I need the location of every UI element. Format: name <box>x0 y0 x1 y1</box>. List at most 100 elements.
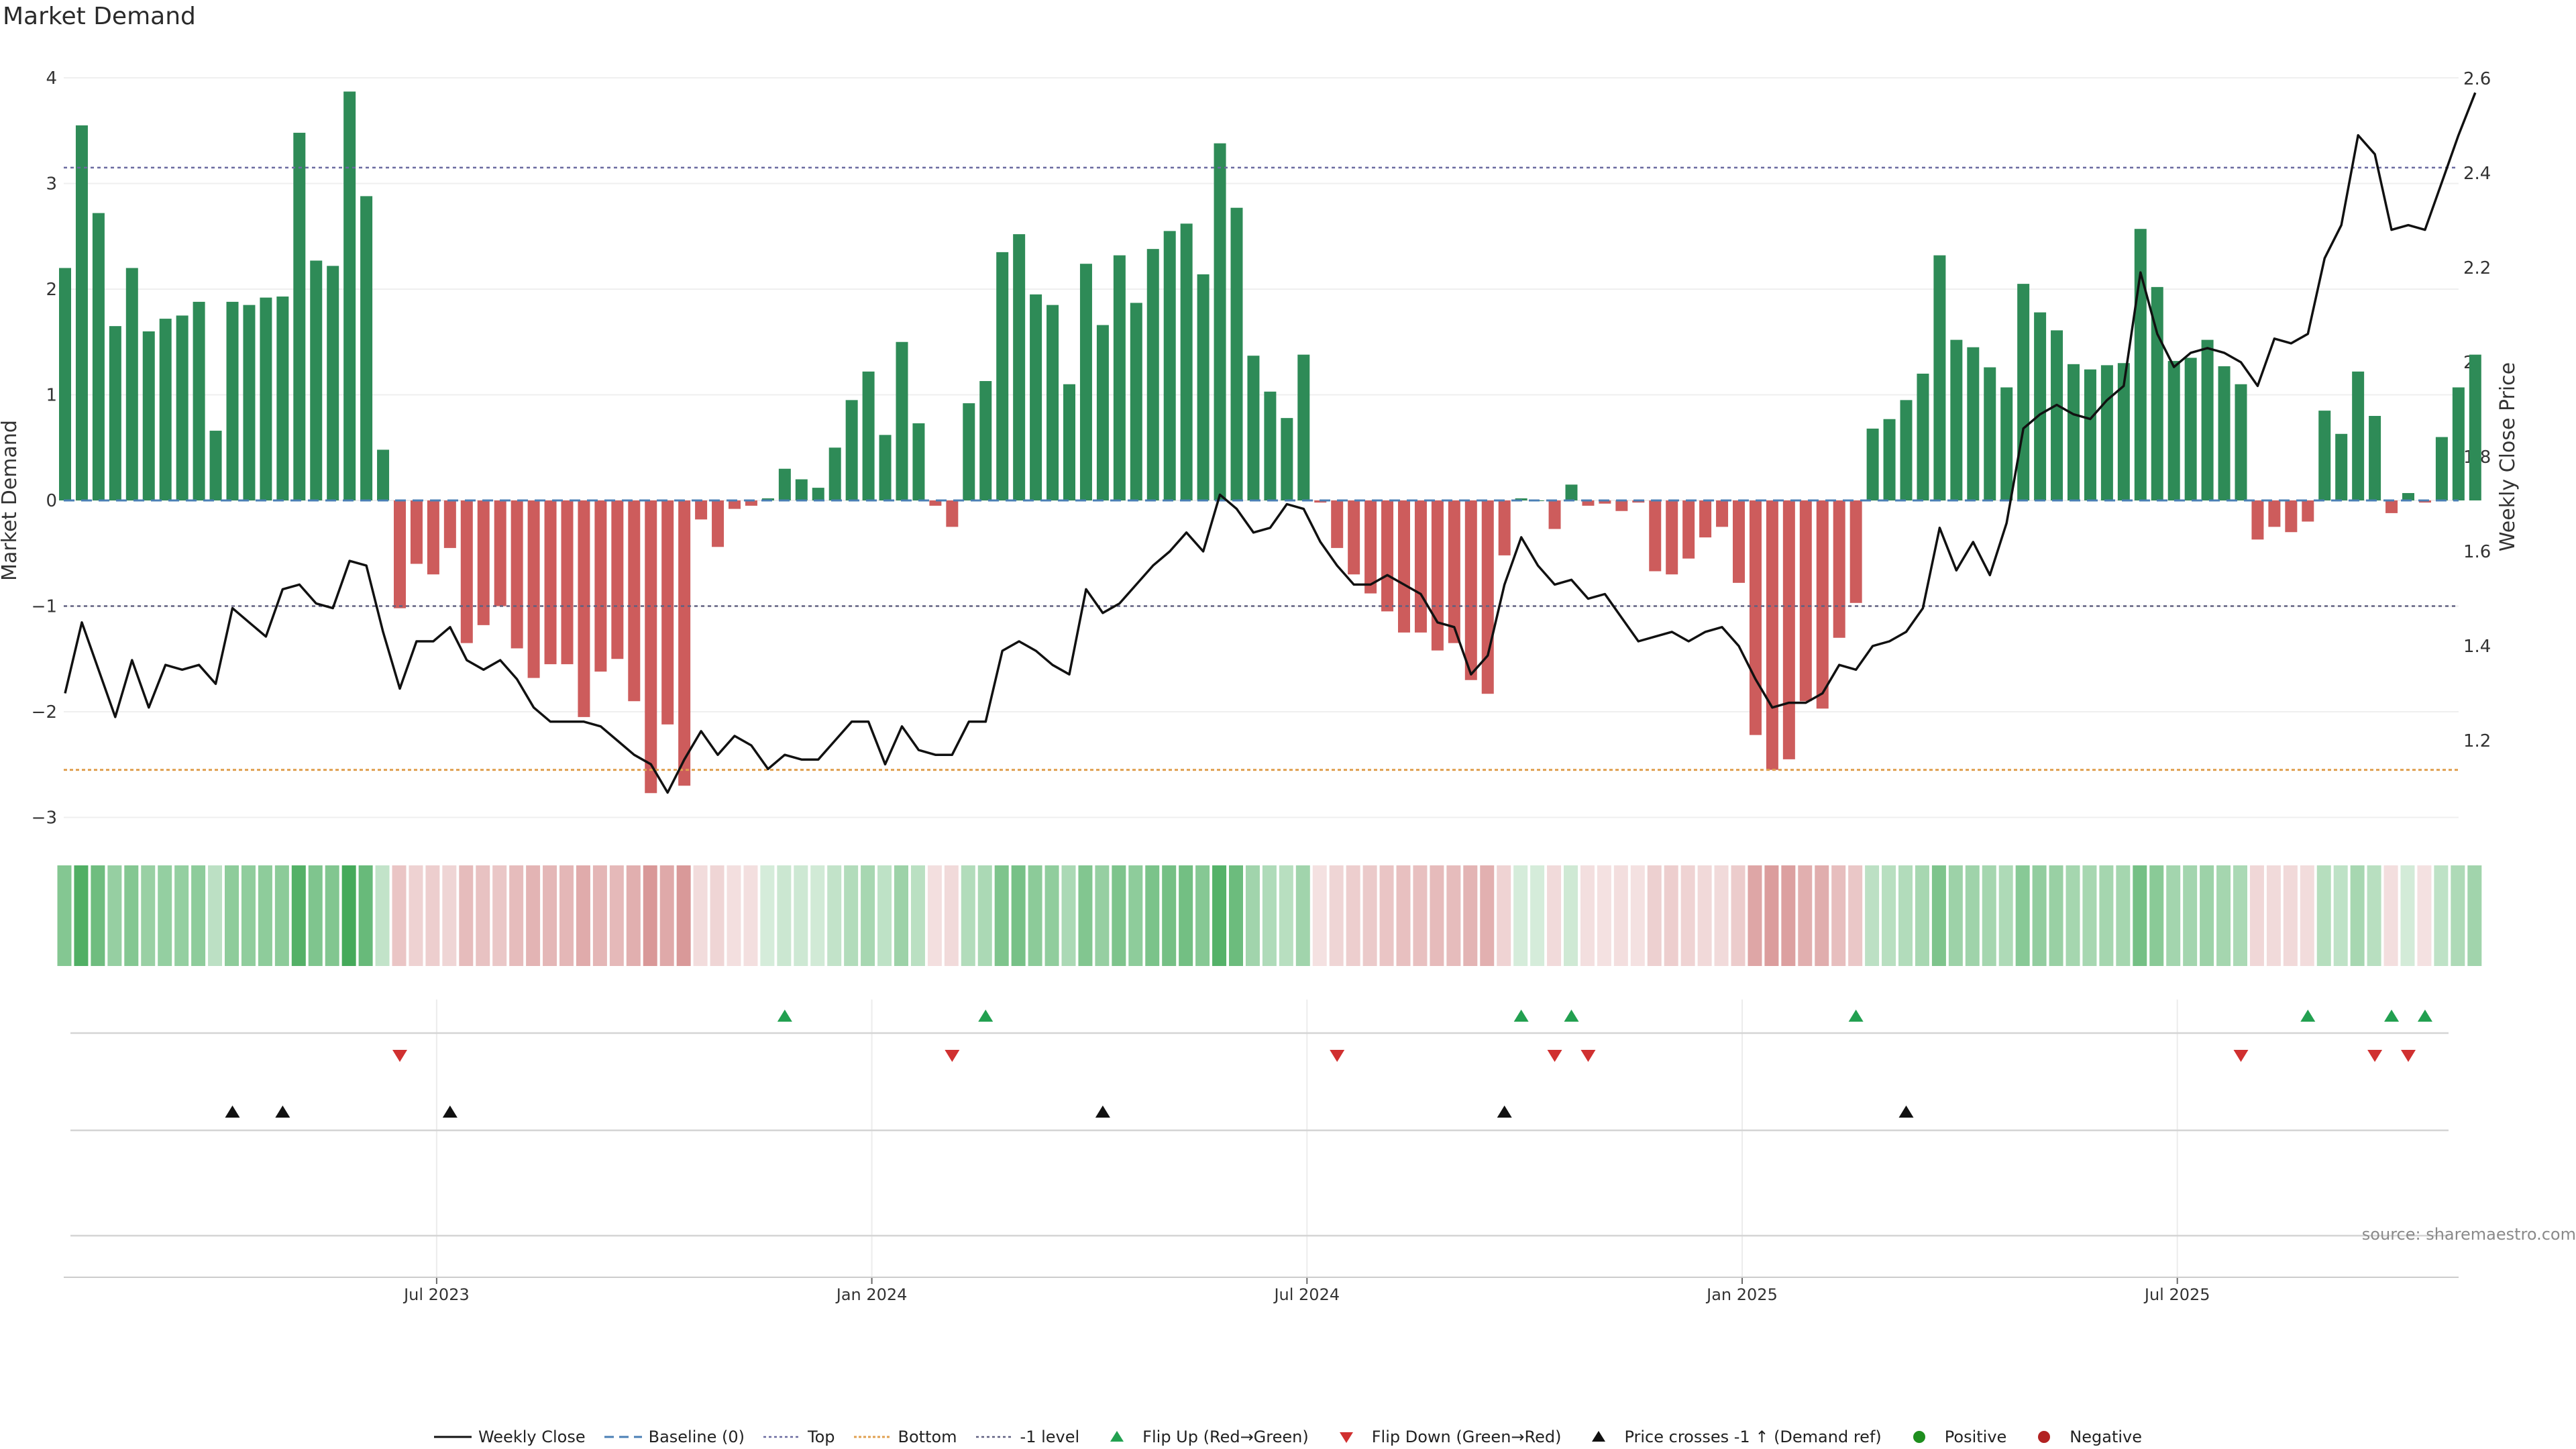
demand-bar <box>1799 500 1812 702</box>
heat-cell <box>2249 865 2264 966</box>
flip-down-marker <box>945 1050 960 1062</box>
demand-bar <box>862 371 875 500</box>
demand-bar <box>1364 500 1377 594</box>
heat-cell <box>1965 865 1980 966</box>
heat-cell <box>57 865 72 966</box>
heat-cell <box>1798 865 1813 966</box>
demand-bar <box>260 297 272 500</box>
heat-cell <box>2166 865 2181 966</box>
heat-cell <box>1815 865 1829 966</box>
heat-cell <box>659 865 674 966</box>
heat-cell <box>425 865 440 966</box>
price-cross-marker <box>1898 1106 1914 1118</box>
heat-cell <box>693 865 708 966</box>
heat-cell <box>1731 865 1746 966</box>
heat-cell <box>794 865 808 966</box>
source-note: source: sharemaestro.com <box>2361 1225 2576 1244</box>
demand-bar <box>1297 354 1310 500</box>
legend-label: Weekly Close <box>478 1428 586 1446</box>
heat-cell <box>2367 865 2381 966</box>
flip-down-marker <box>1547 1050 1562 1062</box>
demand-bar <box>2084 369 2096 500</box>
demand-bar <box>1046 305 1059 500</box>
heat-cell <box>1028 865 1042 966</box>
heat-cell <box>74 865 89 966</box>
legend-label: Positive <box>1944 1428 2007 1446</box>
heat-cell <box>1613 865 1628 966</box>
demand-bar <box>929 500 942 506</box>
heat-cell <box>1714 865 1729 966</box>
heat-cell <box>961 865 975 966</box>
demand-bar <box>377 449 390 500</box>
heat-cell <box>1011 865 1026 966</box>
flip-up-marker <box>2300 1010 2316 1022</box>
legend-item-price-cross: Price crosses -1 ↑ (Demand ref) <box>1580 1428 1882 1446</box>
demand-bar <box>1967 347 1980 500</box>
heat-cell <box>241 865 256 966</box>
heat-cell <box>894 865 908 966</box>
demand-bar <box>729 500 741 509</box>
legend-label: -1 level <box>1020 1428 1080 1446</box>
heat-cell <box>1061 865 1076 966</box>
left-tick-label: 3 <box>46 174 57 195</box>
heat-cell <box>1362 865 1377 966</box>
right-tick-label: 1.2 <box>2463 731 2491 751</box>
demand-bar <box>1414 500 1427 633</box>
demand-bar <box>1632 500 1645 503</box>
heat-cell <box>1095 865 1110 966</box>
heat-cell <box>559 865 574 966</box>
heat-cell <box>861 865 875 966</box>
heat-cell <box>1212 865 1227 966</box>
demand-bar <box>2335 433 2348 500</box>
x-tick-label: Jul 2024 <box>1273 1285 1340 1304</box>
heat-cell <box>592 865 607 966</box>
heat-cell <box>743 865 758 966</box>
legend-swatch <box>853 1436 892 1438</box>
heat-cell <box>543 865 557 966</box>
heat-cell <box>2383 865 2398 966</box>
heat-cell <box>341 865 356 966</box>
demand-bar <box>1816 500 1829 709</box>
demand-bar <box>1281 418 1293 500</box>
demand-bar <box>1498 500 1511 555</box>
heat-cell <box>1848 865 1863 966</box>
demand-bar <box>761 498 774 500</box>
heat-cell <box>1229 865 1243 966</box>
heat-cell <box>1463 865 1478 966</box>
demand-bar <box>1230 207 1243 500</box>
legend-label: Baseline (0) <box>648 1428 745 1446</box>
heat-cell <box>777 865 792 966</box>
demand-bar <box>2285 500 2298 533</box>
demand-bar <box>1984 367 1996 500</box>
demand-bar <box>946 500 959 527</box>
heat-cell <box>1413 865 1428 966</box>
demand-bar <box>410 500 423 564</box>
demand-bar <box>1666 500 1678 575</box>
demand-bar <box>1833 500 1845 638</box>
heat-cell <box>2233 865 2247 966</box>
demand-bar <box>276 297 289 500</box>
demand-bar <box>1749 500 1762 735</box>
demand-bar <box>2167 361 2180 500</box>
flip-up-marker <box>978 1010 994 1022</box>
demand-bar <box>327 266 339 500</box>
x-tick-label: Jan 2025 <box>1705 1285 1778 1304</box>
demand-bar <box>1766 500 1778 770</box>
heat-cell <box>2266 865 2281 966</box>
heat-cell <box>2015 865 2030 966</box>
demand-bar <box>1180 223 1193 500</box>
heat-cell <box>325 865 339 966</box>
demand-bar <box>1565 484 1578 500</box>
heat-cell <box>1497 865 1511 966</box>
flip-up-marker <box>777 1010 792 1022</box>
heat-cell <box>91 865 105 966</box>
heat-cell <box>2082 865 2097 966</box>
demand-bar <box>812 488 824 500</box>
heat-cell <box>1295 865 1310 966</box>
legend-item-weekly-close: Weekly Close <box>433 1428 586 1446</box>
demand-bar <box>695 500 708 520</box>
demand-bar <box>2469 354 2481 500</box>
demand-bar <box>1130 303 1142 500</box>
demand-bar <box>1548 500 1561 529</box>
heat-cell <box>1162 865 1177 966</box>
